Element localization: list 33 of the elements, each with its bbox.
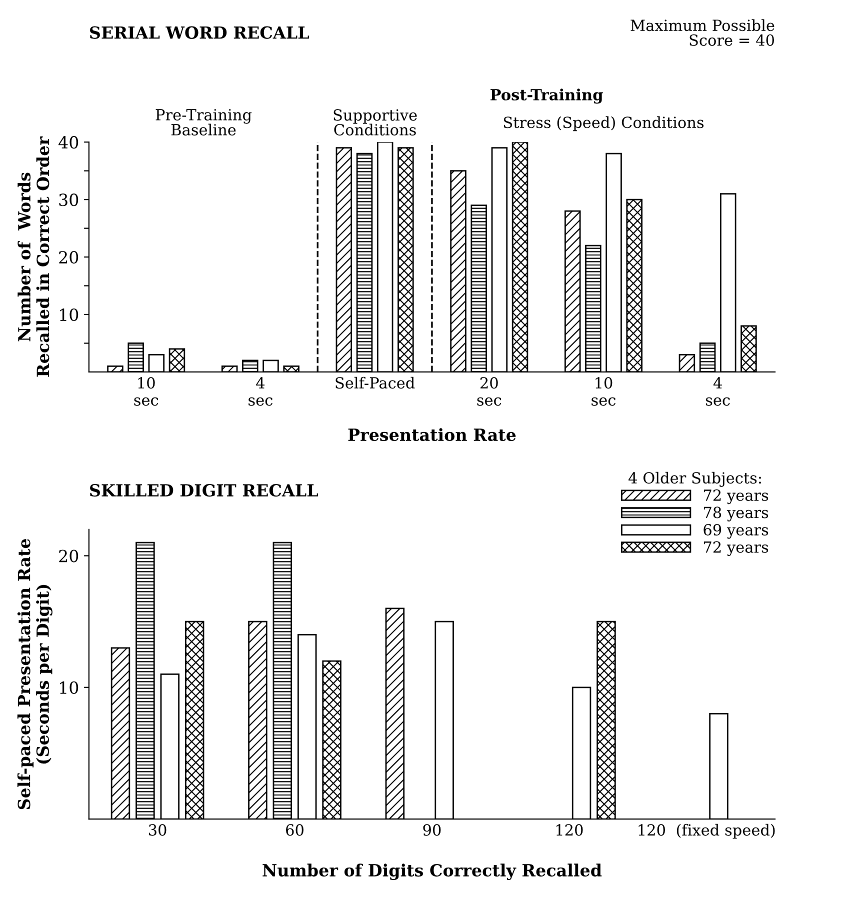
x-tick-label: 20 sec [477, 377, 502, 406]
legend-label: 72 years [704, 541, 768, 556]
text: Pre-Training Baseline [156, 109, 252, 136]
x-tick-label: 60 [286, 824, 304, 836]
legend-label: 78 years [704, 506, 768, 522]
legend-label: 69 years [704, 524, 768, 539]
y-tick-label: 30 [59, 194, 78, 206]
chart-title: SKILLED DIGIT RECALL [90, 484, 318, 497]
x-tick-label: 120 (fixed speed) [638, 824, 775, 839]
text: Maximum Possible Score = 40 [630, 19, 774, 46]
x-tick-label: 10 sec [134, 377, 158, 406]
x-tick-label: 120 [556, 824, 583, 836]
y-axis-title: Self-paced Presentation Rate (Seconds per Digit) [17, 538, 52, 810]
y-tick-label: 10 [60, 681, 78, 694]
y-tick-label: 10 [60, 308, 78, 322]
y-tick-label: 20 [59, 550, 78, 562]
chart-title: SERIAL WORD RECALL [90, 26, 309, 39]
x-tick-label: 4 sec [248, 377, 272, 406]
text: Supportive Conditions [334, 109, 417, 136]
x-axis-title: Number of Digits Correctly Recalled [262, 864, 602, 880]
x-tick-label: 4 sec [706, 377, 730, 406]
text: Stress (Speed) Conditions [504, 116, 704, 132]
x-axis-title: Presentation Rate [348, 428, 516, 442]
legend-label: 72 years [704, 489, 768, 504]
y-tick-label: 40 [58, 136, 78, 149]
y-axis-title: Number of Words Recalled in Correct Order [18, 136, 50, 377]
x-tick-label: 30 [148, 824, 166, 836]
x-tick-label: 90 [423, 824, 441, 836]
x-tick-label: 10 sec [592, 377, 616, 406]
x-tick-label: Self-Paced [336, 376, 415, 389]
y-tick-label: 20 [59, 250, 78, 264]
legend-title: 4 Older Subjects: [628, 472, 761, 487]
text: Post-Training [490, 88, 603, 104]
